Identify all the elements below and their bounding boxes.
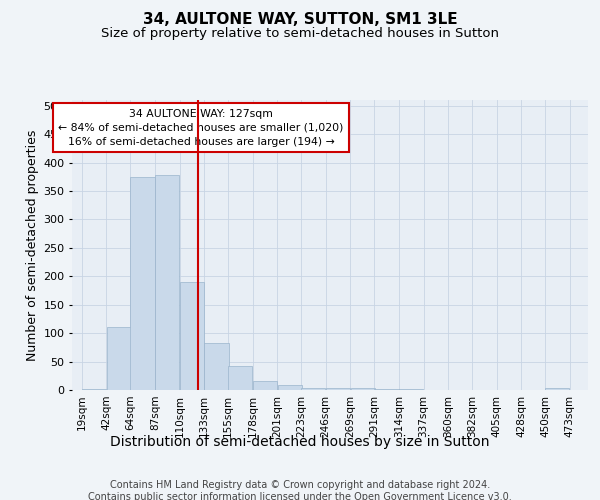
Bar (107, 328, 131, 390)
Bar (301, 388, 325, 390)
Bar (228, 366, 253, 390)
Text: 34 AULTONE WAY: 127sqm
← 84% of semi-detached houses are smaller (1,020)
16% of : 34 AULTONE WAY: 127sqm ← 84% of semi-det… (58, 108, 344, 146)
Text: 34, AULTONE WAY, SUTTON, SM1 3LE: 34, AULTONE WAY, SUTTON, SM1 3LE (143, 12, 457, 28)
Text: Size of property relative to semi-detached houses in Sutton: Size of property relative to semi-detach… (101, 28, 499, 40)
Bar (253, 382, 277, 390)
Bar (155, 175, 179, 390)
Bar (180, 282, 204, 390)
Bar (545, 388, 569, 390)
Y-axis label: Number of semi-detached properties: Number of semi-detached properties (26, 130, 39, 360)
Bar (374, 389, 398, 390)
Bar (130, 177, 155, 390)
Bar (82, 389, 106, 390)
Bar (326, 388, 350, 390)
Text: Contains HM Land Registry data © Crown copyright and database right 2024.
Contai: Contains HM Land Registry data © Crown c… (88, 480, 512, 500)
Bar (278, 386, 302, 390)
Text: Distribution of semi-detached houses by size in Sutton: Distribution of semi-detached houses by … (110, 435, 490, 449)
Bar (350, 388, 375, 390)
Bar (205, 344, 229, 390)
